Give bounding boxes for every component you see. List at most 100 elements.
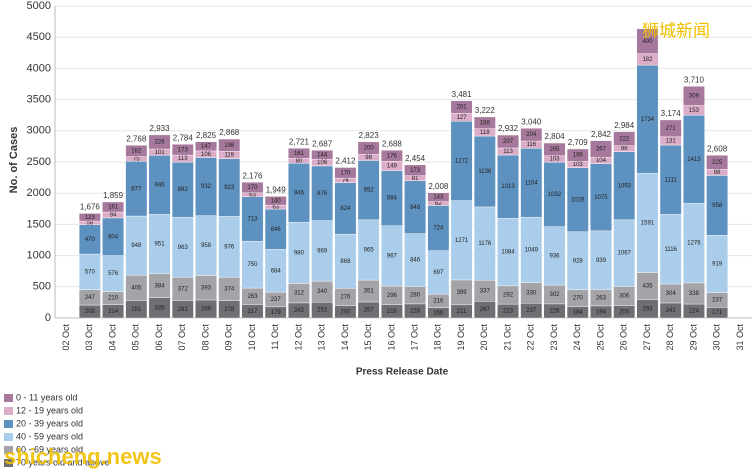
legend-swatch — [4, 407, 13, 415]
segment-label: 214 — [108, 309, 119, 315]
segment-label: 1116 — [664, 247, 677, 253]
segment-label: 724 — [433, 226, 444, 232]
segment-label: 884 — [387, 196, 398, 202]
segment-label: 200 — [619, 309, 630, 315]
segment-label: 1591 — [641, 221, 655, 227]
segment-label: 684 — [271, 268, 282, 274]
segment-label: 1413 — [687, 157, 701, 163]
segment-label: 194 — [596, 310, 607, 316]
segment-label: 118 — [480, 130, 490, 136]
total-label: 2,825 — [196, 131, 217, 140]
total-label: 2,868 — [219, 128, 240, 137]
segment-label: 196 — [573, 153, 584, 159]
segment-label: 101 — [155, 150, 166, 156]
segment-label: 868 — [340, 259, 351, 265]
segment-label: 208 — [85, 309, 96, 315]
bar-segment — [520, 128, 543, 142]
x-tick-label: 17 Oct — [409, 324, 419, 351]
x-tick-label: 16 Oct — [386, 324, 396, 351]
x-tick-label: 13 Oct — [317, 324, 327, 351]
x-tick-label: 31 Oct — [735, 324, 745, 351]
segment-label: 384 — [155, 283, 166, 289]
total-label: 2,984 — [614, 121, 635, 130]
x-tick-label: 12 Oct — [293, 324, 303, 351]
segment-label: 271 — [666, 126, 677, 132]
segment-label: 877 — [131, 186, 142, 192]
total-label: 2,687 — [312, 139, 333, 148]
segment-label: 951 — [155, 242, 166, 248]
x-tick-label: 22 Oct — [526, 324, 536, 351]
segment-label: 281 — [178, 307, 189, 313]
segment-label: 113 — [503, 149, 513, 155]
segment-label: 697 — [433, 270, 444, 276]
total-label: 1,859 — [103, 191, 124, 200]
y-tick-label: 3500 — [27, 94, 51, 106]
segment-label: 123 — [85, 215, 96, 221]
segment-label: 98 — [714, 170, 721, 176]
segment-label: 939 — [596, 258, 607, 264]
x-tick-label: 25 Oct — [595, 324, 605, 351]
bar-segment — [497, 134, 519, 149]
segment-label: 919 — [712, 261, 723, 267]
segment-label: 170 — [247, 185, 258, 191]
bar-segment — [636, 28, 659, 54]
segment-label: 1084 — [501, 250, 515, 256]
y-tick-label: 2500 — [27, 156, 51, 168]
segment-label: 848 — [410, 205, 421, 211]
segment-label: 400 — [642, 39, 653, 45]
segment-label: 104 — [596, 158, 607, 164]
segment-label: 103 — [550, 157, 561, 163]
segment-label: 289 — [201, 307, 212, 313]
total-label: 2,721 — [289, 137, 310, 146]
total-label: 2,823 — [359, 131, 380, 140]
bar-segment — [78, 213, 101, 222]
x-tick-label: 08 Oct — [200, 324, 210, 351]
total-label: 3,174 — [661, 109, 682, 118]
segment-label: 1013 — [501, 184, 515, 190]
segment-label: 958 — [201, 243, 212, 249]
segment-label: 1734 — [641, 117, 655, 123]
total-label: 3,481 — [452, 90, 473, 99]
segment-label: 393 — [201, 285, 212, 291]
segment-label: 267 — [596, 147, 607, 153]
segment-label: 330 — [526, 290, 537, 296]
total-label: 2,842 — [591, 130, 612, 139]
segment-label: 127 — [457, 115, 468, 121]
segment-label: 217 — [247, 309, 258, 315]
bar-segment — [659, 119, 682, 138]
segment-label: 184 — [573, 310, 584, 316]
x-tick-label: 24 Oct — [572, 324, 582, 351]
segment-label: 75 — [133, 157, 140, 163]
segment-label: 211 — [457, 309, 467, 315]
total-label: 2,688 — [382, 139, 403, 148]
segment-label: 958 — [712, 203, 723, 209]
total-label: 2,608 — [707, 144, 728, 153]
segment-label: 241 — [666, 308, 677, 314]
segment-label: 309 — [689, 94, 700, 100]
segment-label: 1049 — [525, 247, 539, 253]
segment-label: 170 — [340, 170, 351, 176]
x-tick-label: 23 Oct — [549, 324, 559, 351]
total-label: 2,709 — [568, 138, 589, 147]
segment-label: 1271 — [455, 238, 469, 244]
segment-label: 147 — [201, 144, 212, 150]
total-label: 2,412 — [335, 157, 356, 166]
segment-label: 1032 — [548, 192, 562, 198]
segment-label: 223 — [503, 309, 514, 315]
x-tick-label: 21 Oct — [502, 324, 512, 351]
segment-label: 278 — [224, 307, 235, 313]
legend-label: 0 - 11 years old — [16, 392, 77, 402]
x-tick-label: 02 Oct — [61, 324, 71, 351]
segment-label: 946 — [294, 190, 305, 196]
legend-label: 60 - 69 years old — [16, 444, 83, 454]
segment-label: 226 — [550, 309, 561, 315]
segment-label: 96 — [621, 146, 628, 152]
segment-label: 161 — [294, 151, 305, 157]
segment-label: 103 — [573, 162, 584, 168]
segment-label: 263 — [596, 295, 607, 301]
segment-label: 176 — [387, 153, 398, 159]
bar-segment — [311, 150, 334, 160]
segment-label: 351 — [364, 289, 375, 295]
y-tick-label: 3000 — [27, 125, 51, 137]
